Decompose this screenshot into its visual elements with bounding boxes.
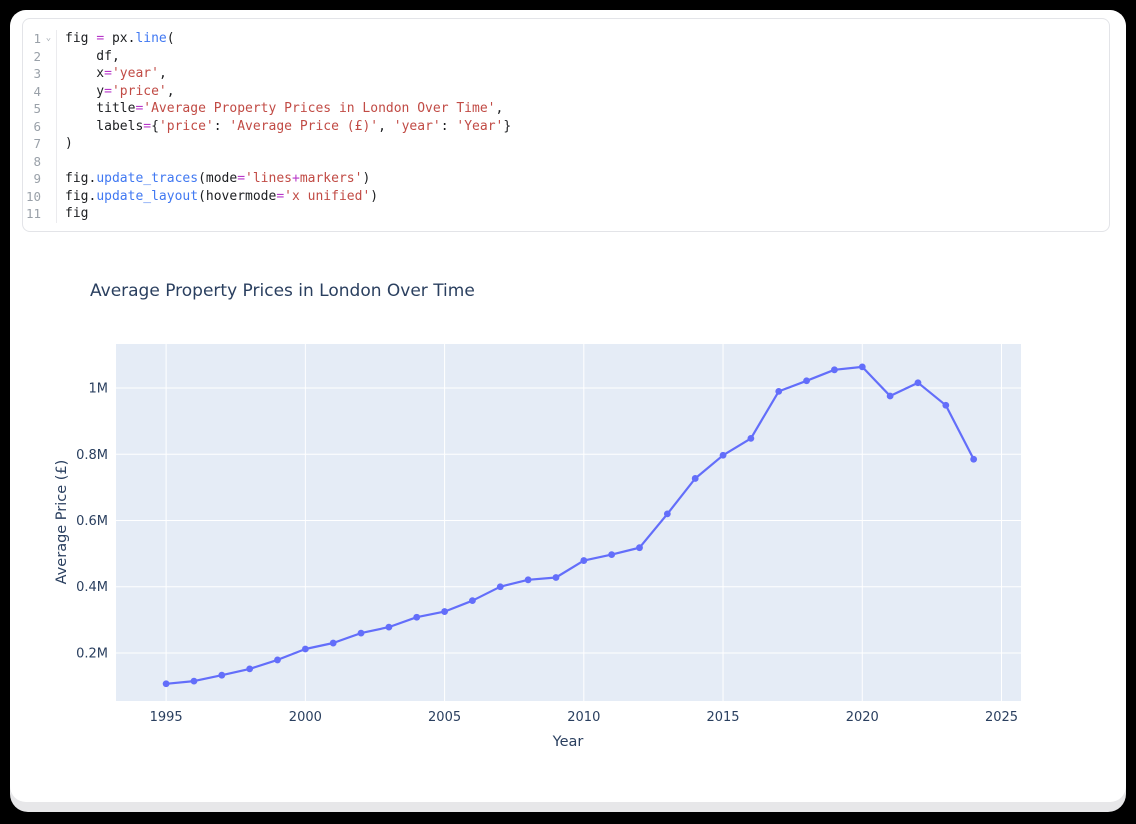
line-number: 10 — [25, 188, 41, 204]
data-point-marker[interactable] — [274, 656, 281, 664]
data-point-marker[interactable] — [496, 583, 504, 591]
y-axis-title: Average Price (£) — [54, 459, 70, 585]
notebook-card: 1 ⌄ fig = px.line(2 df, 3 x='year', 4 y='pri… — [10, 10, 1126, 802]
data-point-marker[interactable] — [691, 475, 699, 482]
code-line-text: labels={'price': 'Average Price (£)', 'y… — [65, 118, 512, 134]
data-point-marker[interactable] — [441, 608, 448, 615]
y-tick-label: 0.2M — [76, 646, 108, 661]
y-tick-label: 0.4M — [76, 580, 108, 595]
line-number: 6 — [33, 118, 41, 134]
x-tick-label: 2005 — [428, 710, 461, 725]
data-point-marker[interactable] — [524, 576, 532, 584]
data-point-marker[interactable] — [329, 639, 337, 647]
data-point-marker[interactable] — [246, 665, 254, 673]
x-tick-label: 1995 — [150, 710, 183, 725]
code-line[interactable]: 4 y='price', — [23, 82, 1109, 100]
line-number: 1 — [33, 31, 41, 46]
line-number: 8 — [33, 153, 41, 169]
x-tick-label: 2000 — [289, 710, 322, 725]
plot-background — [116, 344, 1021, 701]
data-point-marker[interactable] — [719, 451, 727, 459]
code-line-text: fig.update_layout(hovermode='x unified') — [65, 188, 379, 204]
data-point-marker[interactable] — [580, 557, 588, 564]
line-number: 3 — [33, 66, 41, 81]
data-point-marker[interactable] — [663, 510, 671, 518]
code-line-text: ) — [65, 136, 73, 151]
code-line-text: fig.update_traces(mode='lines+markers') — [65, 171, 371, 186]
data-point-marker[interactable] — [831, 366, 838, 374]
data-point-marker[interactable] — [218, 671, 226, 679]
chart-title: Average Property Prices in London Over T… — [90, 281, 475, 301]
data-point-marker[interactable] — [942, 401, 950, 409]
fold-chevron-icon[interactable]: ⌄ — [45, 33, 52, 43]
data-point-marker[interactable] — [608, 551, 616, 559]
x-tick-label: 2015 — [706, 710, 739, 725]
x-axis-title: Year — [552, 734, 584, 750]
line-number: 7 — [33, 136, 41, 151]
data-point-marker[interactable] — [775, 387, 783, 395]
code-line[interactable]: 6 labels={'price': 'Average Price (£)', … — [23, 117, 1109, 135]
data-point-marker[interactable] — [803, 377, 810, 385]
x-tick-label: 2010 — [567, 710, 600, 725]
line-number: 9 — [33, 171, 41, 186]
line-number: 11 — [25, 206, 41, 221]
code-line-text: fig = px.line( — [65, 31, 175, 46]
data-point-marker[interactable] — [301, 645, 309, 653]
line-number: 4 — [33, 83, 41, 99]
code-editor[interactable]: 1 ⌄ fig = px.line(2 df, 3 x='year', 4 y='pri… — [22, 18, 1110, 232]
data-point-marker[interactable] — [970, 455, 978, 463]
code-line[interactable]: 5 title='Average Property Prices in Lond… — [23, 100, 1109, 118]
data-point-marker[interactable] — [914, 379, 922, 387]
data-point-marker[interactable] — [552, 574, 560, 581]
code-line-text: x='year', — [65, 66, 167, 81]
price-line-series[interactable] — [165, 365, 975, 685]
code-line-text: title='Average Property Prices in London… — [65, 101, 504, 116]
line-number: 5 — [33, 101, 41, 116]
x-tick-label: 2020 — [846, 710, 879, 725]
line-number: 2 — [33, 48, 41, 64]
code-line-text: y='price', — [65, 83, 175, 99]
data-point-marker[interactable] — [747, 434, 755, 442]
data-point-marker[interactable] — [385, 623, 393, 631]
data-point-marker[interactable] — [858, 363, 866, 371]
x-tick-label: 2025 — [985, 710, 1018, 725]
code-line[interactable]: 7) — [23, 135, 1109, 153]
code-line[interactable]: 1 ⌄ fig = px.line( — [23, 30, 1109, 48]
code-line-text: df, — [65, 48, 120, 64]
data-point-marker[interactable] — [469, 597, 476, 605]
code-line-text: fig — [65, 206, 89, 221]
price-line-chart[interactable]: 1995 2000 2005 2010 2015 2020 2025 0.2M 0.4M 0.6M… — [10, 10, 1126, 790]
data-point-marker[interactable] — [413, 613, 421, 621]
y-tick-label: 1M — [89, 382, 109, 397]
y-tick-label: 0.6M — [76, 514, 108, 529]
data-point-marker[interactable] — [190, 677, 198, 685]
code-line[interactable]: 3 x='year', — [23, 65, 1109, 83]
data-point-marker[interactable] — [357, 629, 365, 637]
y-tick-label: 0.8M — [76, 448, 108, 463]
code-line[interactable]: 10 fig.update_layout(hovermode='x unified… — [23, 187, 1109, 205]
code-line[interactable]: 11 fig — [23, 205, 1109, 223]
code-line[interactable]: 9 fig.update_traces(mode='lines+markers') — [23, 170, 1109, 188]
data-point-marker[interactable] — [162, 680, 170, 688]
code-line[interactable]: 2 df, — [23, 47, 1109, 65]
data-point-marker[interactable] — [886, 392, 894, 400]
code-line[interactable]: 8 — [23, 152, 1109, 170]
data-point-marker[interactable] — [636, 544, 643, 552]
